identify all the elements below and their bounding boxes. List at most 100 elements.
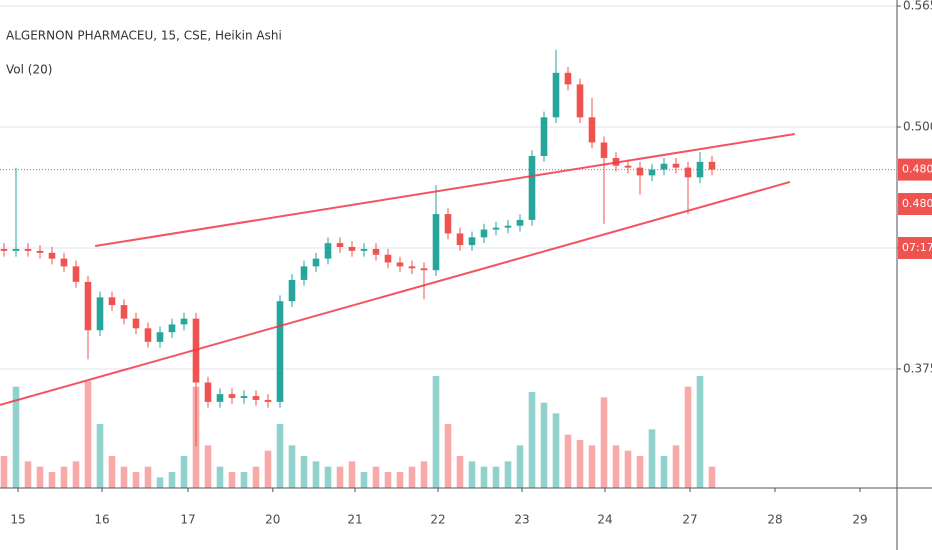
volume-bar (312, 461, 320, 488)
volume-bar (528, 392, 536, 488)
candle-body (408, 266, 416, 269)
volume-bar (144, 466, 152, 488)
candle-body (624, 165, 632, 168)
volume-bar (36, 466, 44, 488)
volume-bar (348, 461, 356, 488)
candle-body (396, 262, 404, 267)
volume-bar (324, 466, 332, 488)
volume-bar (492, 466, 500, 488)
volume-bar (384, 472, 392, 488)
volume-bar (84, 381, 92, 488)
candle-body (456, 233, 464, 246)
volume-bar (288, 445, 296, 488)
volume-label: Vol (20) (6, 63, 52, 77)
candle-body (552, 72, 560, 118)
volume-bar (648, 429, 656, 488)
volume-bar (204, 445, 212, 488)
candle-body (336, 243, 344, 248)
volume-bar (588, 445, 596, 488)
candle-body (72, 266, 80, 282)
candle-body (48, 252, 56, 259)
candle-body (144, 328, 152, 342)
candle-body (588, 117, 596, 143)
volume-bar (684, 386, 692, 488)
candle-body (288, 279, 296, 302)
candle-body (12, 248, 20, 251)
y-tick-label: 0.500 (903, 119, 932, 133)
price-badge-label: 07:17 (902, 241, 932, 254)
candle-body (528, 156, 536, 220)
candle-body (84, 281, 92, 331)
volume-bar (252, 466, 260, 488)
volume-bar (132, 472, 140, 488)
candle-body (252, 396, 260, 400)
volume-bar (660, 456, 668, 488)
candle-body (96, 297, 104, 331)
candle-body (492, 227, 500, 230)
volume-bar (456, 456, 464, 488)
candle-body (0, 248, 8, 251)
candle-body (180, 318, 188, 325)
volume-bar (300, 456, 308, 488)
volume-bar (48, 472, 56, 488)
volume-bar (372, 466, 380, 488)
trend-line (0, 180, 791, 406)
x-tick-label: 17 (180, 513, 195, 527)
volume-bar (240, 472, 248, 488)
volume-bar (216, 466, 224, 488)
volume-bar (228, 472, 236, 488)
candle-body (312, 258, 320, 267)
x-tick-label: 24 (597, 513, 612, 527)
candle-body (504, 225, 512, 228)
x-tick-label: 21 (347, 513, 362, 527)
x-tick-label: 22 (430, 513, 445, 527)
candle-body (420, 268, 428, 271)
volume-bar (432, 376, 440, 488)
volume-bar (120, 466, 128, 488)
volume-bar (480, 466, 488, 488)
volume-bar (624, 450, 632, 488)
volume-bar (468, 461, 476, 488)
grid (0, 5, 897, 370)
volume-bar (264, 450, 272, 488)
volume-bar (360, 472, 368, 488)
candle-body (264, 399, 272, 402)
volume-bar (396, 472, 404, 488)
candle-body (480, 229, 488, 238)
candle-body (444, 214, 452, 234)
volume-bar (276, 424, 284, 488)
volume-bar (336, 466, 344, 488)
volume-bar (504, 461, 512, 488)
volume-bar (72, 461, 80, 488)
axes: 0.375 0.500 0.565 15 16 17 20 21 22 23 24 27 28 29 0.4… (10, 0, 932, 527)
volume-bar (60, 466, 68, 488)
volume-pane (0, 376, 716, 488)
candle-body (432, 214, 440, 271)
candle-body (672, 163, 680, 168)
candle-body (324, 243, 332, 259)
volume-bar (156, 477, 164, 488)
candle-body (660, 163, 668, 170)
candle-body (60, 258, 68, 267)
candle-body (108, 297, 116, 306)
volume-bar (672, 445, 680, 488)
candle-body (600, 142, 608, 158)
x-tick-label: 27 (682, 513, 697, 527)
candle-body (636, 167, 644, 176)
candle-body (120, 305, 128, 319)
candle-body (276, 301, 284, 402)
candle-body (300, 266, 308, 280)
candle-body (564, 72, 572, 85)
volume-bar (108, 456, 116, 488)
candle-body (540, 117, 548, 157)
candle-body (360, 248, 368, 251)
candle-body (648, 169, 656, 176)
volume-bar (708, 466, 716, 488)
candle-body (132, 318, 140, 329)
y-tick-label: 0.375 (903, 361, 932, 375)
price-badge (898, 158, 932, 181)
volume-bar (444, 424, 452, 488)
candle-body (228, 394, 236, 398)
